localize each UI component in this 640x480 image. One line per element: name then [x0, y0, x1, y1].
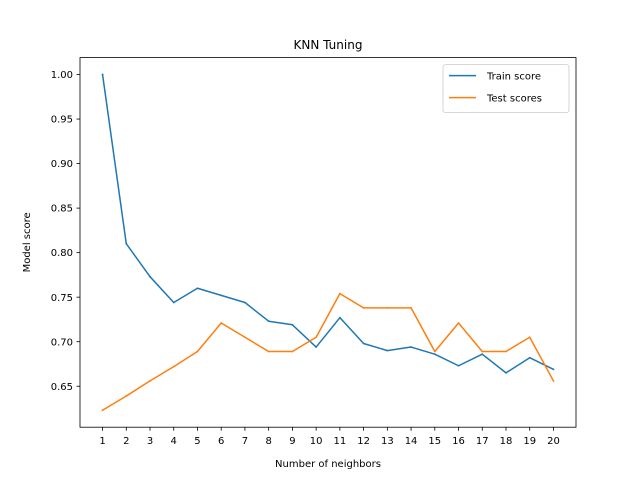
data-point-train-score [410, 346, 412, 348]
data-point-test-scores [386, 306, 389, 309]
data-point-train-score [505, 371, 507, 374]
series-line-test-scores [101, 292, 555, 412]
x-tick-label: 1 [99, 436, 105, 447]
data-point-test-scores [410, 306, 412, 309]
x-tick-label: 18 [500, 436, 513, 447]
data-point-test-scores [101, 409, 104, 412]
data-point-test-scores [457, 322, 460, 324]
data-point-train-score [315, 346, 318, 348]
x-tick-label: 15 [428, 436, 441, 447]
data-point-train-score [552, 368, 555, 371]
legend-label: Test scores [486, 94, 542, 105]
data-point-train-score [196, 287, 199, 290]
x-tick-label: 4 [171, 436, 177, 447]
x-tick-label: 2 [123, 436, 129, 447]
data-point-train-score [267, 320, 270, 323]
series-line-train-score [101, 73, 555, 374]
data-point-train-score [457, 364, 460, 367]
x-tick-label: 14 [405, 436, 418, 447]
x-tick-label: 9 [289, 436, 295, 447]
data-point-test-scores [315, 336, 318, 339]
data-point-test-scores [433, 350, 436, 353]
data-point-test-scores [172, 365, 175, 368]
data-point-train-score [172, 301, 175, 304]
x-tick-label: 12 [357, 436, 370, 447]
data-point-test-scores [244, 336, 246, 339]
data-point-train-score [101, 73, 104, 76]
legend-label: Train score [486, 72, 541, 83]
data-point-test-scores [528, 336, 531, 339]
data-point-test-scores [125, 395, 128, 397]
x-tick-label: 8 [265, 436, 271, 447]
x-tick-label: 10 [310, 436, 323, 447]
data-point-train-score [362, 342, 365, 345]
x-tick-label: 16 [452, 436, 465, 447]
x-tick-label: 6 [218, 436, 224, 447]
x-tick-label: 3 [147, 436, 153, 447]
data-point-test-scores [505, 350, 507, 353]
data-point-train-score [528, 356, 531, 359]
data-point-train-score [220, 294, 223, 297]
data-point-train-score [338, 316, 341, 319]
data-point-train-score [291, 323, 294, 326]
data-point-test-scores [267, 350, 270, 353]
y-tick-label: 0.80 [51, 248, 73, 259]
y-tick-label: 0.65 [51, 382, 73, 393]
y-tick-label: 0.70 [51, 337, 73, 348]
data-point-test-scores [362, 306, 365, 309]
data-point-train-score [149, 275, 151, 278]
y-tick-label: 0.95 [51, 115, 73, 126]
x-axis-label: Number of neighbors [275, 459, 381, 470]
data-point-test-scores [196, 350, 199, 353]
data-point-train-score [244, 301, 246, 304]
data-point-test-scores [338, 292, 341, 295]
y-tick-label: 1.00 [51, 70, 73, 81]
legend-box [442, 64, 570, 113]
data-point-train-score [125, 242, 128, 245]
data-point-train-score [386, 349, 389, 352]
y-tick-label: 0.75 [51, 293, 73, 304]
data-point-train-score [433, 353, 436, 356]
axes-frame [79, 57, 577, 428]
data-point-test-scores [149, 379, 151, 382]
plot-area [101, 73, 555, 412]
y-axis-label: Model score [22, 212, 33, 272]
x-tick-label: 13 [381, 436, 394, 447]
x-tick-label: 5 [194, 436, 200, 447]
x-tick-label: 20 [547, 436, 560, 447]
chart-title: KNN Tuning [294, 38, 363, 52]
x-tick-label: 19 [523, 436, 536, 447]
y-axis-ticks: 0.65 0.70 0.75 0.80 0.85 0.90 0.95 1.00 [51, 70, 80, 393]
data-point-test-scores [552, 379, 555, 382]
x-tick-label: 7 [242, 436, 248, 447]
data-point-test-scores [220, 322, 223, 324]
x-axis-ticks: 1 2 3 4 5 6 7 8 9 10 11 12 13 14 15 16 17 18 19 20 [99, 427, 560, 447]
y-tick-label: 0.90 [51, 159, 73, 170]
x-tick-label: 11 [333, 436, 346, 447]
y-tick-label: 0.85 [51, 204, 73, 215]
legend: Train score Test scores [442, 64, 570, 113]
data-point-test-scores [481, 350, 484, 353]
x-tick-label: 17 [476, 436, 489, 447]
data-point-test-scores [291, 350, 294, 353]
data-point-train-score [481, 353, 484, 356]
